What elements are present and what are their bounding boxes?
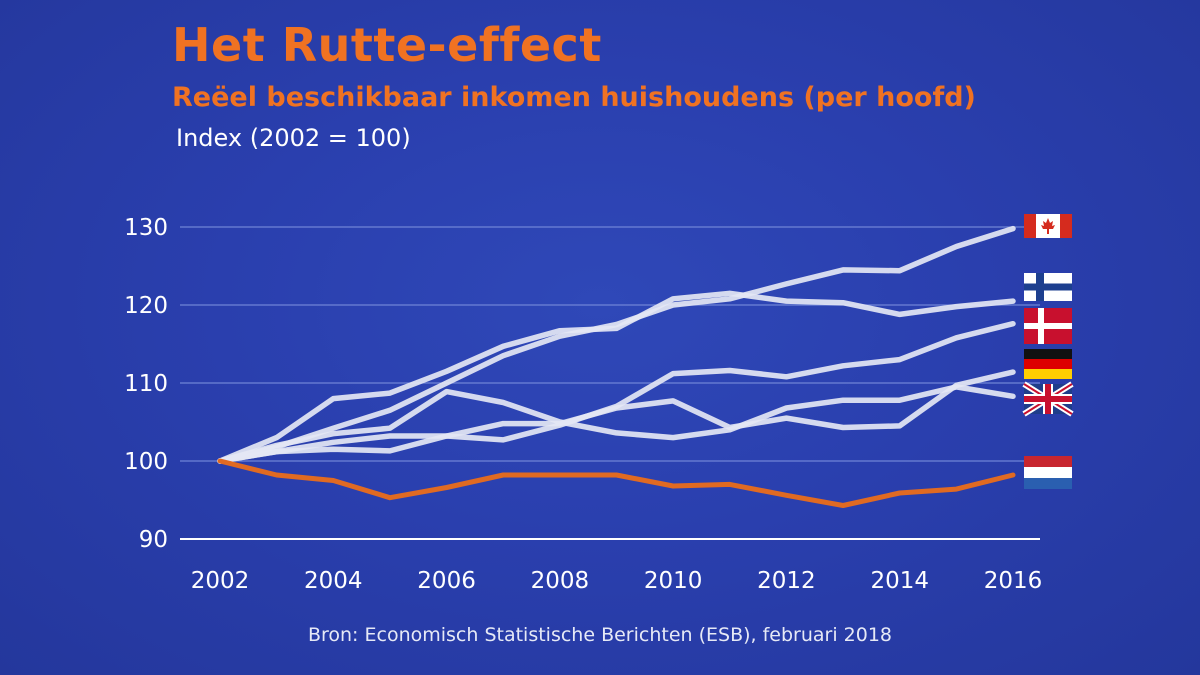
y-tick-label: 100 [124, 449, 168, 475]
x-tick-label: 2014 [870, 568, 929, 594]
axes: 90 100 110 120 130 2002 2004 2006 2008 2010 2012 20… [124, 215, 1042, 594]
x-tick-label: 2006 [417, 568, 476, 594]
chart-title: Het Rutte-effect [172, 18, 602, 72]
x-tick-label: 2004 [304, 568, 363, 594]
y-tick-label: 90 [139, 527, 168, 553]
series-lines [217, 225, 1016, 508]
chart-subtitle: Reëel beschikbaar inkomen huishoudens (p… [172, 82, 976, 113]
y-tick-label: 130 [124, 215, 168, 241]
germany-flag [1024, 349, 1072, 379]
uk-flag [1022, 381, 1074, 417]
y-tick-label: 120 [124, 293, 168, 319]
x-tick-label: 2012 [757, 568, 816, 594]
finland-flag [1024, 273, 1072, 301]
series-line-canada [217, 225, 1016, 464]
series-line-duitsland [217, 369, 1016, 464]
flag-legend [1022, 214, 1074, 489]
denmark-flag [1024, 308, 1072, 344]
x-tick-label: 2010 [644, 568, 703, 594]
canada-flag [1024, 214, 1072, 238]
series-line-finland [217, 290, 1016, 464]
x-tick-label: 2002 [191, 568, 250, 594]
series-line-verenigd-koninkrijk [217, 384, 1016, 464]
x-tick-label: 2008 [531, 568, 590, 594]
y-tick-label: 110 [124, 371, 168, 397]
gridlines [180, 226, 1040, 462]
netherlands-flag [1024, 456, 1072, 489]
series-line-nederland [217, 458, 1016, 508]
source-note: Bron: Economisch Statistische Berichten … [307, 624, 893, 646]
x-tick-label: 2016 [984, 568, 1043, 594]
y-axis-label: Index (2002 = 100) [176, 124, 411, 152]
